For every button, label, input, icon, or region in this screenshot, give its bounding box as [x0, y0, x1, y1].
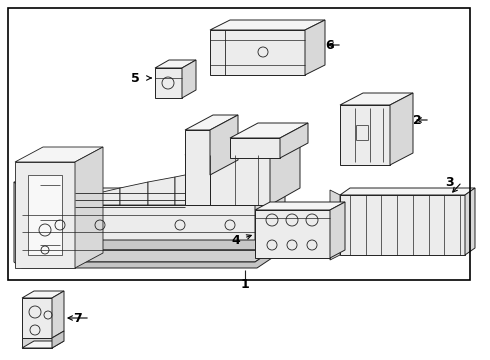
Polygon shape: [120, 182, 148, 205]
Polygon shape: [75, 147, 103, 268]
Polygon shape: [15, 147, 103, 162]
Polygon shape: [22, 223, 285, 250]
Polygon shape: [52, 331, 64, 348]
Polygon shape: [340, 195, 465, 255]
Text: 3: 3: [445, 176, 454, 189]
Polygon shape: [185, 155, 270, 205]
Polygon shape: [280, 123, 308, 158]
Polygon shape: [148, 177, 175, 205]
Text: 1: 1: [241, 279, 249, 292]
Polygon shape: [28, 175, 62, 255]
Polygon shape: [14, 182, 50, 188]
Text: 2: 2: [413, 113, 422, 126]
Polygon shape: [155, 68, 182, 98]
Polygon shape: [340, 188, 475, 195]
Polygon shape: [340, 105, 390, 165]
Polygon shape: [22, 298, 52, 338]
Polygon shape: [255, 202, 345, 210]
Text: 7: 7: [73, 311, 82, 324]
Polygon shape: [255, 210, 330, 258]
Polygon shape: [22, 338, 52, 348]
Polygon shape: [182, 60, 196, 98]
Bar: [8, 8, 470, 280]
Polygon shape: [390, 93, 413, 165]
Polygon shape: [15, 162, 75, 268]
Text: 4: 4: [231, 234, 240, 247]
Polygon shape: [185, 138, 300, 155]
Polygon shape: [210, 30, 305, 75]
Polygon shape: [155, 60, 196, 68]
Polygon shape: [210, 20, 325, 30]
Polygon shape: [175, 172, 200, 205]
Polygon shape: [22, 341, 64, 348]
Polygon shape: [22, 232, 285, 262]
Polygon shape: [255, 188, 285, 240]
Polygon shape: [22, 242, 287, 268]
Polygon shape: [52, 291, 64, 338]
Polygon shape: [465, 188, 475, 255]
Polygon shape: [200, 168, 222, 205]
Polygon shape: [330, 202, 345, 258]
Polygon shape: [230, 123, 308, 138]
Polygon shape: [305, 20, 325, 75]
Polygon shape: [330, 190, 340, 260]
Polygon shape: [14, 182, 22, 268]
Polygon shape: [22, 291, 64, 298]
Polygon shape: [185, 115, 238, 130]
Text: 6: 6: [325, 39, 334, 51]
Polygon shape: [230, 138, 280, 158]
Text: 5: 5: [131, 72, 140, 85]
Polygon shape: [90, 188, 120, 205]
Polygon shape: [340, 93, 413, 105]
Polygon shape: [22, 205, 255, 240]
Polygon shape: [185, 130, 210, 205]
Polygon shape: [22, 188, 285, 205]
Polygon shape: [210, 115, 238, 175]
Polygon shape: [270, 138, 300, 205]
